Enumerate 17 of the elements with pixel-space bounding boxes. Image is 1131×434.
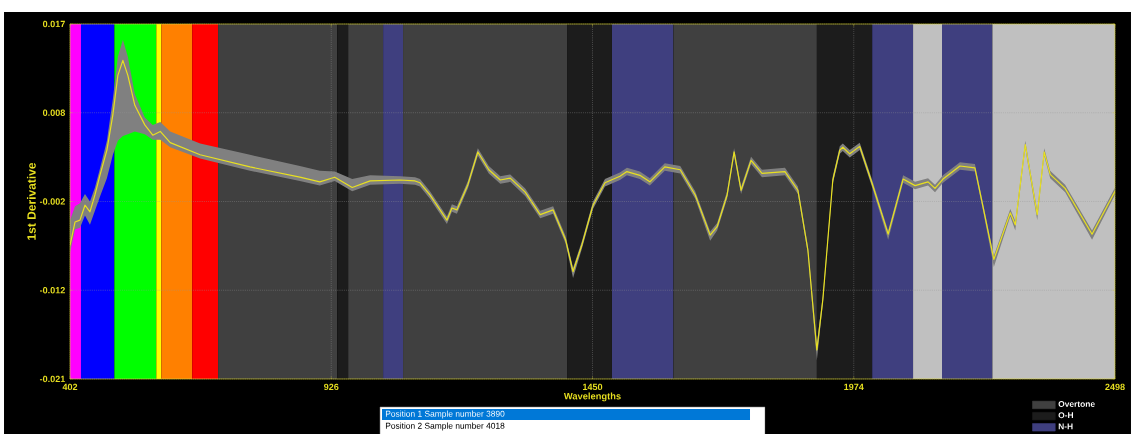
legend-label: Overtone (1058, 400, 1095, 407)
y-tick-label: 0.008 (42, 109, 66, 116)
legend-label: O-H (1058, 412, 1074, 419)
legend-label: N-H (1058, 423, 1073, 430)
y-tick-label: -0.012 (39, 287, 65, 294)
x-tick-label: 2498 (1105, 383, 1125, 391)
x-tick-label: 926 (324, 383, 339, 391)
x-tick-label: 1450 (582, 383, 603, 391)
x-axis-title: Wavelengths (563, 392, 621, 402)
y-tick-label: -0.002 (39, 198, 65, 205)
text: Position 1 Sample number 3890 (385, 410, 505, 419)
y-axis-title: 1st Derivative (26, 162, 36, 240)
y-tick-label: -0.021 (39, 375, 66, 383)
text: Position 2 Sample number 4018 (385, 422, 505, 431)
x-tick-label: 402 (62, 383, 78, 391)
y-tick-label: 0.017 (42, 20, 65, 28)
x-tick-label: 1974 (844, 383, 864, 391)
